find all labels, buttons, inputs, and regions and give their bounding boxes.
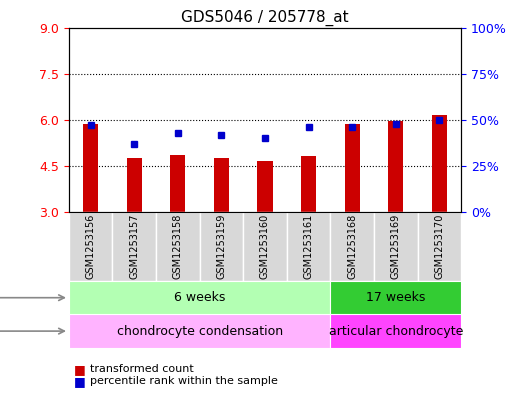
Title: GDS5046 / 205778_at: GDS5046 / 205778_at [181,10,349,26]
Bar [127,158,142,212]
Text: GSM1253160: GSM1253160 [260,214,270,279]
FancyBboxPatch shape [69,281,330,314]
FancyBboxPatch shape [243,212,287,281]
Text: chondrocyte condensation: chondrocyte condensation [117,325,282,338]
FancyBboxPatch shape [418,212,461,281]
Text: transformed count: transformed count [90,364,194,375]
Bar [344,123,360,212]
Text: 6 weeks: 6 weeks [174,291,225,304]
Text: percentile rank within the sample: percentile rank within the sample [90,376,278,386]
Bar [388,121,403,212]
Text: ■: ■ [74,363,86,376]
FancyBboxPatch shape [156,212,200,281]
FancyBboxPatch shape [69,314,330,348]
Bar [432,115,447,212]
Bar [258,160,272,212]
Bar [301,156,316,212]
FancyBboxPatch shape [112,212,156,281]
Text: GSM1253157: GSM1253157 [129,214,139,279]
Bar [83,125,99,212]
FancyBboxPatch shape [374,212,418,281]
Text: GSM1253156: GSM1253156 [86,214,96,279]
Text: cell type: cell type [0,325,64,338]
Bar [214,158,229,212]
Text: 17 weeks: 17 weeks [366,291,426,304]
FancyBboxPatch shape [330,314,461,348]
FancyBboxPatch shape [287,212,330,281]
Bar [170,155,185,212]
Text: GSM1253170: GSM1253170 [434,214,444,279]
FancyBboxPatch shape [330,281,461,314]
Text: development stage: development stage [0,291,64,304]
Text: GSM1253158: GSM1253158 [173,214,183,279]
Text: GSM1253168: GSM1253168 [347,214,357,279]
Text: GSM1253169: GSM1253169 [391,214,401,279]
Text: articular chondrocyte: articular chondrocyte [329,325,463,338]
Text: GSM1253161: GSM1253161 [304,214,314,279]
Text: ■: ■ [74,375,86,388]
Text: GSM1253159: GSM1253159 [216,214,226,279]
FancyBboxPatch shape [330,212,374,281]
FancyBboxPatch shape [200,212,243,281]
FancyBboxPatch shape [69,212,112,281]
